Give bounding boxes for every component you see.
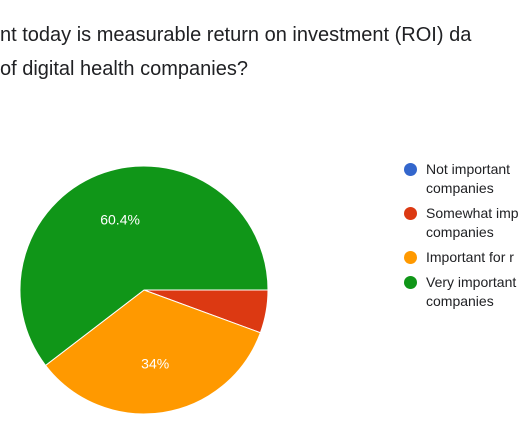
legend-item-somewhat-important[interactable]: Somewhat imp companies bbox=[404, 204, 530, 242]
chart-title: nt today is measurable return on investm… bbox=[0, 18, 530, 86]
legend-label: Somewhat imp companies bbox=[426, 205, 519, 240]
legend-swatch-icon bbox=[404, 276, 417, 289]
slice-data-label: 60.4% bbox=[100, 212, 140, 228]
chart-title-line-2: of digital health companies? bbox=[0, 58, 248, 80]
chart-legend: Not important companies Somewhat imp compa… bbox=[404, 160, 530, 317]
legend-swatch-icon bbox=[404, 251, 417, 264]
legend-swatch-icon bbox=[404, 163, 417, 176]
legend-item-very-important[interactable]: Very important companies bbox=[404, 273, 530, 311]
legend-item-not-important[interactable]: Not important companies bbox=[404, 160, 530, 198]
legend-label: Very important companies bbox=[426, 274, 517, 309]
chart-title-line-1: nt today is measurable return on investm… bbox=[0, 24, 472, 46]
legend-item-important[interactable]: Important for r bbox=[404, 248, 530, 267]
slice-data-label: 34% bbox=[141, 356, 169, 372]
legend-label: Important for r bbox=[426, 249, 514, 265]
slice-very-important[interactable] bbox=[19, 165, 269, 367]
legend-swatch-icon bbox=[404, 207, 417, 220]
legend-label: Not important companies bbox=[426, 161, 511, 196]
slice-important[interactable] bbox=[44, 289, 262, 415]
